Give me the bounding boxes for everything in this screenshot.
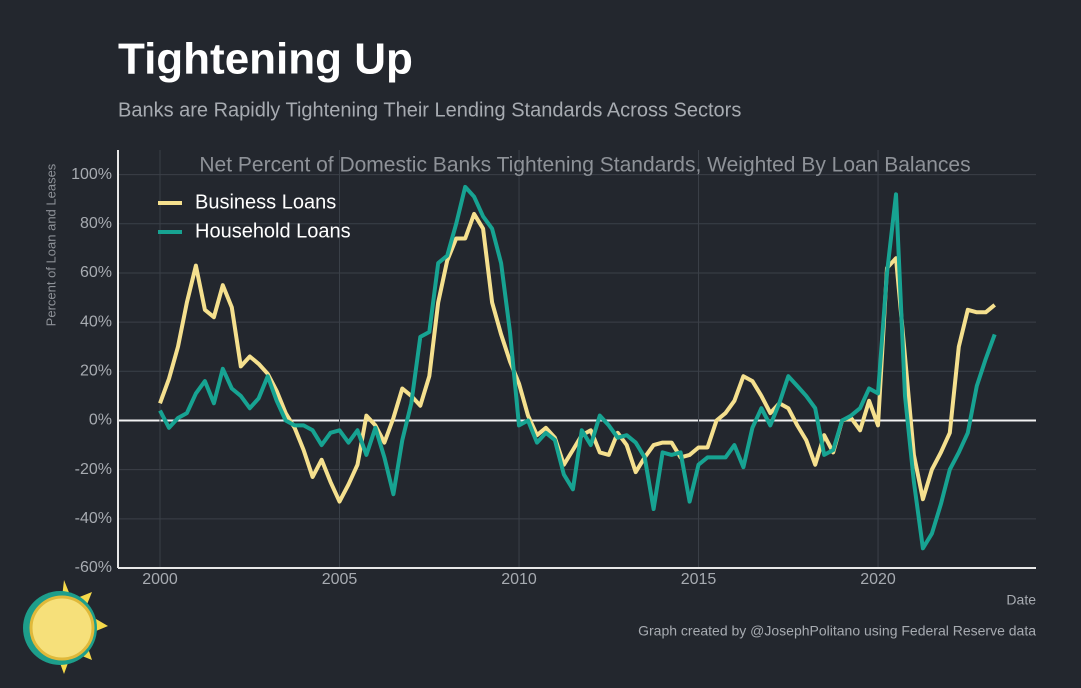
x-axis-label: Date — [1006, 592, 1036, 608]
x-tick-label: 2005 — [322, 571, 358, 588]
y-tick-label: -60% — [75, 559, 112, 576]
x-tick-label: 2000 — [142, 571, 178, 588]
y-tick-label: 20% — [80, 363, 112, 380]
y-tick-label: 100% — [71, 166, 112, 183]
chart-subtitle: Banks are Rapidly Tightening Their Lendi… — [118, 99, 741, 121]
y-axis-label: Percent of Loan and Leases — [43, 163, 58, 326]
x-tick-label: 2015 — [681, 571, 717, 588]
x-tick-label: 2010 — [501, 571, 537, 588]
y-tick-label: 60% — [80, 264, 112, 281]
y-tick-label: 40% — [80, 313, 112, 330]
series-line — [158, 211, 996, 504]
plot-area: -60% -40% -20% 0% 20% 40% 60% 80% 100% 2000 2005 20… — [71, 150, 1036, 588]
plot-title: Net Percent of Domestic Banks Tightening… — [199, 154, 970, 177]
x-tick-label: 2020 — [860, 571, 896, 588]
credit: Graph created by @JosephPolitano using F… — [638, 623, 1036, 639]
legend-label: Household Loans — [195, 220, 351, 242]
series-line — [158, 184, 997, 551]
logo — [23, 580, 108, 674]
legend-label: Business Loans — [195, 191, 336, 213]
y-tick-label: -40% — [75, 510, 112, 527]
y-tick-label: 0% — [89, 412, 112, 429]
y-tick-label: -20% — [75, 461, 112, 478]
logo-sun — [29, 595, 95, 661]
chart-title: Tightening Up — [118, 35, 413, 84]
y-tick-label: 80% — [80, 215, 112, 232]
